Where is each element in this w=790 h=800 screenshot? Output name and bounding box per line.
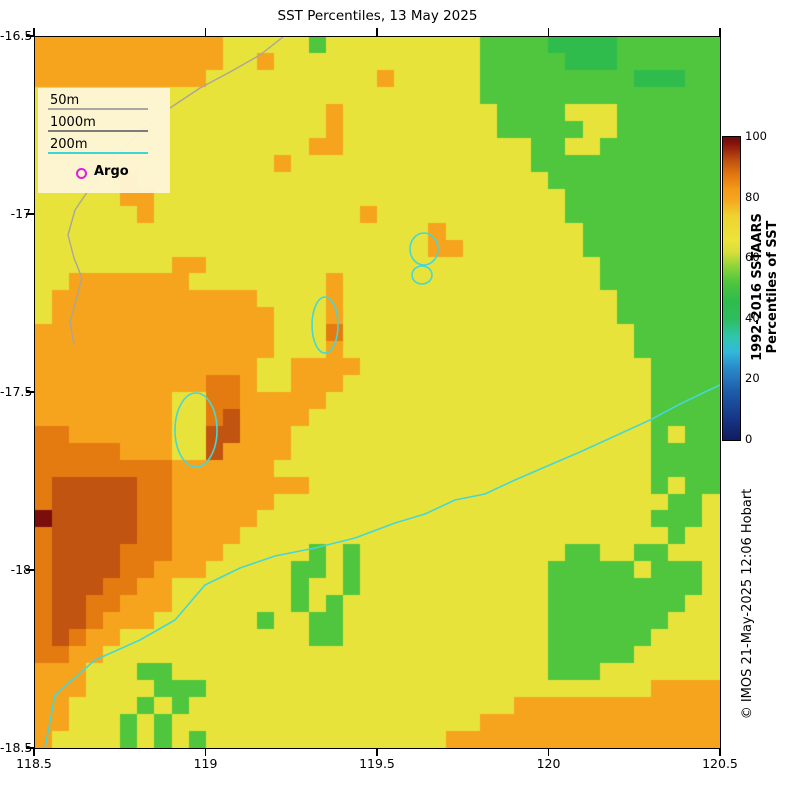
argo-marker-icon <box>76 168 87 179</box>
x-tick-mark <box>547 748 550 756</box>
legend-box: 50m 1000m 200m Argo <box>38 88 170 193</box>
colorbar-tick-label: 40 <box>745 310 760 325</box>
contour-200m-ring <box>411 265 433 285</box>
y-tick-mark <box>26 213 34 215</box>
contour-200m-line <box>44 384 720 748</box>
legend-label: 1000m <box>50 115 96 130</box>
x-tick-mark <box>719 748 721 756</box>
x-tick-label: 119.5 <box>359 756 395 771</box>
colorbar-title: 1992-2016 SSTAARS Percentiles of SST <box>750 167 782 407</box>
x-tick-mark <box>376 748 378 756</box>
x-tick-label: 118.5 <box>16 756 52 771</box>
x-tick-label: 120 <box>536 756 561 771</box>
y-tick-label: -18.5 <box>0 740 33 755</box>
legend-item-1000m: 1000m <box>46 115 162 137</box>
y-tick-label: -17 <box>10 206 31 221</box>
legend-item-200m: 200m <box>46 137 162 159</box>
contour-200m-ring <box>174 392 218 468</box>
chart-title: SST Percentiles, 13 May 2025 <box>277 8 478 24</box>
plot-area: 50m 1000m 200m Argo <box>34 36 721 749</box>
colorbar-title-line2: Percentiles of SST <box>765 220 780 354</box>
x-tick-mark-top <box>376 28 378 36</box>
colorbar-tick-label: 100 <box>745 129 767 143</box>
contour-line-sample <box>48 130 148 132</box>
colorbar-title-line1: 1992-2016 SSTAARS <box>750 213 765 361</box>
colorbar-tick-label: 20 <box>745 371 760 386</box>
legend-label: 200m <box>50 137 88 152</box>
x-tick-mark <box>204 748 207 756</box>
y-tick-label: -18 <box>10 562 31 577</box>
y-tick-mark <box>26 35 34 37</box>
colorbar-tick-label: 60 <box>745 250 760 265</box>
x-tick-label: 119 <box>193 756 218 771</box>
x-tick-label: 120.5 <box>702 756 738 771</box>
y-tick-mark <box>26 391 34 393</box>
x-tick-mark-top <box>204 28 207 36</box>
x-tick-mark-top <box>33 28 35 36</box>
legend-item-argo: Argo <box>46 163 162 185</box>
credit-text: © IMOS 21-May-2025 12:06 Hobart <box>740 488 755 720</box>
x-tick-mark-top <box>547 28 550 36</box>
contour-200m-ring <box>409 232 439 266</box>
y-tick-label: -16.5 <box>0 28 33 43</box>
contour-200m-ring <box>311 296 339 354</box>
x-tick-mark-top <box>719 28 721 36</box>
y-tick-label: -17.5 <box>0 384 33 399</box>
contour-line-sample <box>48 152 148 154</box>
legend-label: Argo <box>94 164 129 179</box>
y-tick-mark <box>26 747 34 749</box>
y-tick-mark <box>26 569 34 571</box>
x-tick-mark <box>33 748 35 756</box>
colorbar-tick-label: 80 <box>745 189 760 204</box>
contour-line-sample <box>48 108 148 110</box>
colorbar-tick-label: 0 <box>745 432 753 446</box>
legend-item-50m: 50m <box>46 93 162 115</box>
colorbar <box>722 136 741 441</box>
legend-label: 50m <box>50 93 80 108</box>
